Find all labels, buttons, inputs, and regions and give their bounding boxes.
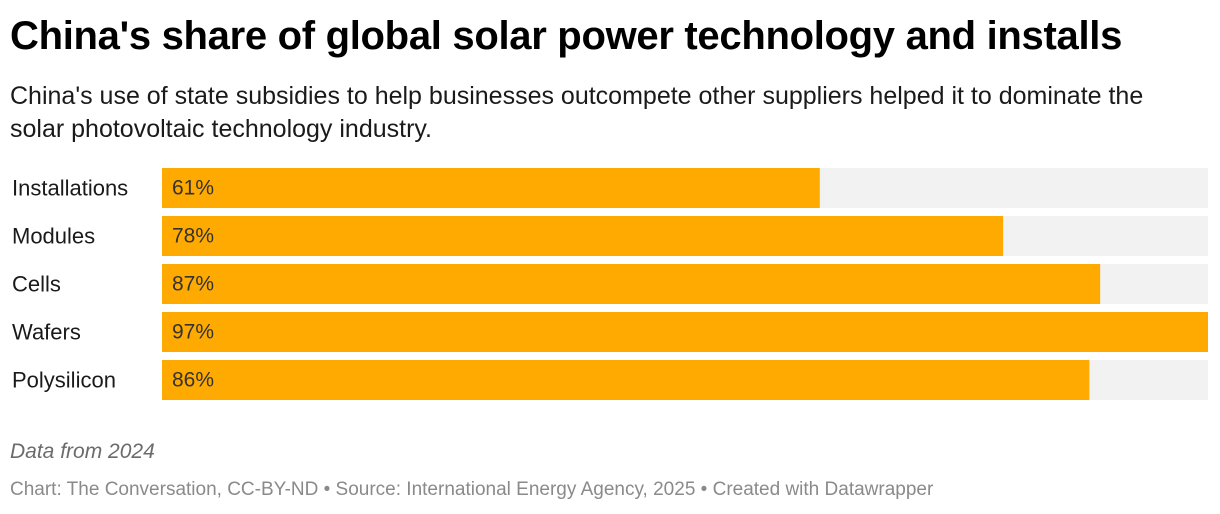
chart-subtitle: China's use of state subsidies to help b… [10,82,1144,143]
bar-chart: Installations 61% Modules 78% Cells 87% Wafers… [12,168,1208,400]
category-label: Polysilicon [12,368,116,393]
bar [162,264,1101,304]
category-label: Wafers [12,320,81,345]
value-label: 86% [172,369,214,392]
bar [162,216,1004,256]
category-label: Installations [12,176,128,201]
bar [162,360,1090,400]
chart-credits: Chart: The Conversation, CC-BY-ND • Sour… [10,479,934,500]
value-label: 97% [172,321,214,344]
data-note: Data from 2024 [10,440,155,463]
value-label: 87% [172,273,214,296]
value-label: 61% [172,177,214,200]
value-label: 78% [172,225,214,248]
category-label: Cells [12,272,61,297]
chart-title: China's share of global solar power tech… [10,14,1123,58]
bar [162,168,820,208]
category-label: Modules [12,224,95,249]
bar [162,312,1208,352]
